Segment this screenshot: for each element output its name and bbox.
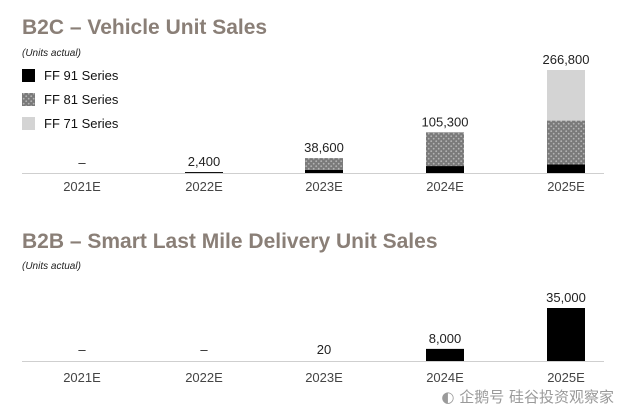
- value-label-2022e: 2,400: [188, 154, 221, 169]
- x-tick-label-2021e: 2021E: [63, 179, 101, 194]
- b2b-delivery-sales-chart: – 2021E – 2022E 20 2023E 8,000 2024E 35,000 2025E: [22, 290, 604, 385]
- value-label-2025e: 266,800: [543, 52, 590, 67]
- penguin-logo-icon: ◐: [441, 388, 455, 406]
- b2c-vehicle-sales-chart: FF 91 Series FF 81 Series FF 71 Series – 202…: [22, 52, 604, 194]
- x-tick-label-2023e: 2023E: [305, 370, 343, 385]
- watermark-text: 企鹅号 硅谷投资观察家: [459, 388, 614, 406]
- legend-label-ff-71-series: FF 71 Series: [44, 116, 119, 131]
- x-tick-label-2025e: 2025E: [547, 179, 585, 194]
- legend-swatch-ff-81-series: [22, 93, 35, 106]
- value-label-2021e: –: [78, 155, 86, 170]
- value-label-2021e: –: [78, 342, 86, 357]
- bar-ff-81-series-2023e: [305, 158, 343, 170]
- b2b-chart-subtitle: (Units actual): [22, 261, 81, 272]
- bar-2024e: [426, 348, 464, 361]
- bar-ff-71-series-2025e: [547, 70, 585, 121]
- x-tick-label-2025e: 2025E: [547, 370, 585, 385]
- bar-ff-81-series-2024e: [426, 132, 464, 167]
- value-label-2025e: 35,000: [546, 290, 586, 305]
- b2b-chart-title: B2B – Smart Last Mile Delivery Unit Sale…: [22, 230, 438, 253]
- x-tick-label-2023e: 2023E: [305, 179, 343, 194]
- legend-label-ff-91-series: FF 91 Series: [44, 68, 119, 83]
- b2c-chart-title: B2C – Vehicle Unit Sales: [22, 16, 268, 39]
- value-label-2023e: 38,600: [304, 140, 344, 155]
- value-label-2024e: 8,000: [429, 331, 462, 346]
- bar-ff-91-series-2024e: [426, 166, 464, 173]
- b2c-chart-subtitle: (Units actual): [22, 48, 81, 59]
- x-tick-label-2021e: 2021E: [63, 370, 101, 385]
- bar-ff-91-series-2023e: [305, 169, 343, 173]
- legend-swatch-ff-71-series: [22, 117, 35, 130]
- bar-ff-91-series-2022e: [185, 172, 223, 173]
- x-tick-label-2024e: 2024E: [426, 370, 464, 385]
- bar-2025e: [547, 308, 585, 361]
- x-tick-label-2024e: 2024E: [426, 179, 464, 194]
- value-label-2022e: –: [200, 342, 208, 357]
- bar-ff-91-series-2025e: [547, 164, 585, 173]
- legend-label-ff-81-series: FF 81 Series: [44, 92, 119, 107]
- legend-swatch-ff-91-series: [22, 69, 35, 82]
- bar-ff-81-series-2025e: [547, 120, 585, 165]
- value-label-2024e: 105,300: [422, 114, 469, 129]
- value-label-2023e: 20: [317, 342, 331, 357]
- x-tick-label-2022e: 2022E: [185, 179, 223, 194]
- watermark: ◐ 企鹅号 硅谷投资观察家: [441, 386, 614, 407]
- x-tick-label-2022e: 2022E: [185, 370, 223, 385]
